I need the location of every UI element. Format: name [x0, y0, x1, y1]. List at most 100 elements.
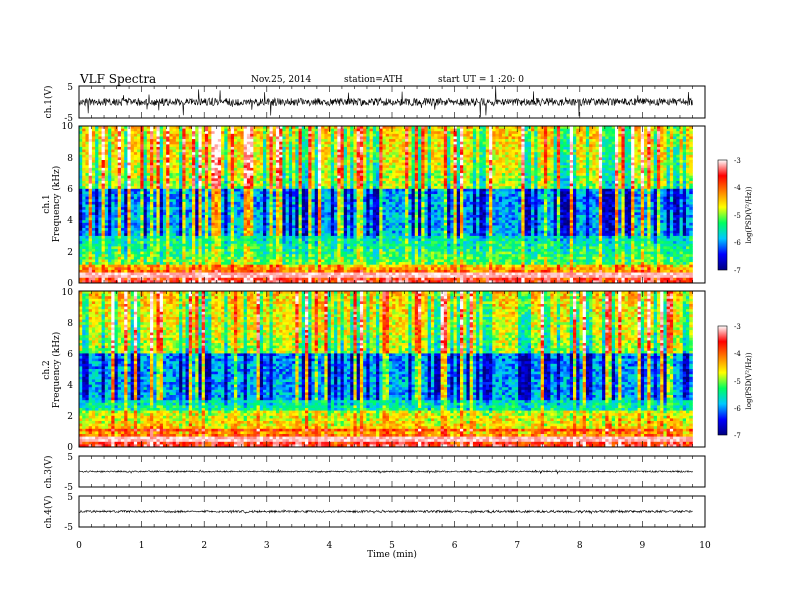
spec1-cell: [117, 233, 122, 237]
spec1-cell: [314, 194, 319, 197]
spec1-cell: [317, 248, 322, 252]
spec1-cell: [98, 269, 102, 273]
spec1-cell: [114, 264, 119, 268]
spec1-cell: [288, 228, 293, 232]
spec1-cell: [227, 146, 232, 150]
spec1-cell: [143, 228, 148, 232]
spec1-cell: [159, 225, 164, 229]
spec1-cell: [179, 214, 183, 218]
spec1-cell: [162, 136, 167, 140]
spec1-cell: [246, 196, 251, 200]
spec1-cell: [95, 225, 99, 229]
spec1-cell: [130, 214, 135, 218]
spec1-cell: [334, 264, 338, 268]
spec1-cell: [162, 160, 167, 163]
spec1-cell: [91, 126, 96, 129]
spec1-cell: [337, 162, 341, 166]
spec1-cell: [324, 243, 328, 247]
spec1-cell: [114, 154, 119, 158]
spec1-cell: [314, 180, 319, 184]
spec1-cell: [201, 144, 206, 148]
spec1-cell: [130, 196, 135, 200]
spec1-cell: [314, 170, 319, 174]
spec1-cell: [217, 246, 222, 250]
spec1-cell: [114, 175, 119, 179]
spec1-cell: [179, 222, 183, 226]
spec1-cell: [282, 214, 286, 218]
spec1-cell: [130, 243, 135, 247]
spec1-cell: [150, 157, 154, 161]
spec1-cell: [233, 133, 238, 137]
spec1-cell: [311, 230, 316, 234]
spec1-cell: [211, 167, 215, 171]
spec1-cell: [79, 139, 83, 143]
spec1-cell: [250, 175, 254, 179]
spec1-cell: [330, 275, 335, 279]
spec1-cell: [243, 275, 248, 279]
spec1-cell: [204, 139, 209, 143]
spec1-cell: [272, 233, 277, 237]
spec1-cell: [253, 170, 257, 174]
spec1-cell: [159, 262, 164, 266]
spec1-cell: [253, 201, 257, 205]
spec1-cell: [217, 162, 222, 166]
spec1-cell: [314, 214, 319, 218]
spec1-cell: [224, 149, 228, 153]
spec1-cell: [298, 173, 303, 177]
spec1-cell: [101, 225, 106, 229]
spec1-cell: [166, 235, 170, 239]
spec1-cell: [272, 136, 277, 140]
spec1-cell: [311, 204, 316, 208]
spec1-cell: [275, 178, 280, 182]
spec1-cell: [308, 269, 312, 273]
spec1-cell: [120, 204, 125, 208]
spec1-cell: [224, 133, 228, 137]
spec1-cell: [263, 220, 267, 224]
spec1-cell: [279, 259, 283, 263]
spec1-cell: [175, 178, 180, 182]
spec1-cell: [314, 254, 319, 258]
spec1-cell: [211, 238, 215, 242]
spec1-cell: [85, 173, 90, 177]
spec1-cell: [111, 233, 115, 237]
spec1-cell: [272, 254, 277, 258]
spec1-cell: [188, 256, 193, 260]
spec1-cell: [91, 272, 96, 276]
spec1-cell: [188, 183, 193, 187]
spec1-cell: [211, 259, 215, 263]
spec1-cell: [185, 277, 190, 281]
spec1-cell: [317, 243, 322, 247]
spec1-cell: [334, 173, 338, 177]
spec1-cell: [214, 175, 219, 179]
spec1-cell: [192, 136, 196, 140]
spec1-cell: [185, 214, 190, 218]
spec1-cell: [195, 204, 199, 208]
spec1-cell: [169, 207, 173, 211]
spec1-cell: [259, 251, 264, 255]
spec1-cell: [101, 173, 106, 177]
spec1-cell: [146, 126, 151, 129]
spec1-cell: [217, 149, 222, 153]
spec1-cell: [108, 196, 112, 200]
spec1-cell: [324, 222, 328, 226]
spec1-cell: [153, 154, 157, 158]
spec1-cell: [256, 154, 261, 158]
spec1-cell: [182, 259, 186, 263]
spec1-cell: [250, 152, 254, 156]
spec1-cell: [246, 136, 251, 140]
spec1-cell: [308, 162, 312, 166]
spec1-cell: [288, 217, 293, 221]
spec1-cell: [298, 222, 303, 226]
spec1-cell: [237, 220, 241, 224]
spec1-cell: [246, 259, 251, 263]
spec1-cell: [311, 262, 316, 266]
spec1-cell: [108, 272, 112, 276]
spec1-cell: [166, 214, 170, 218]
spec1-cell: [295, 144, 299, 148]
spec1-cell: [133, 183, 138, 187]
spec1-cell: [104, 277, 109, 281]
spec1-cell: [127, 204, 132, 208]
spec1-cell: [130, 180, 135, 184]
spec1-cell: [308, 133, 312, 137]
spec1-cell: [198, 131, 203, 135]
